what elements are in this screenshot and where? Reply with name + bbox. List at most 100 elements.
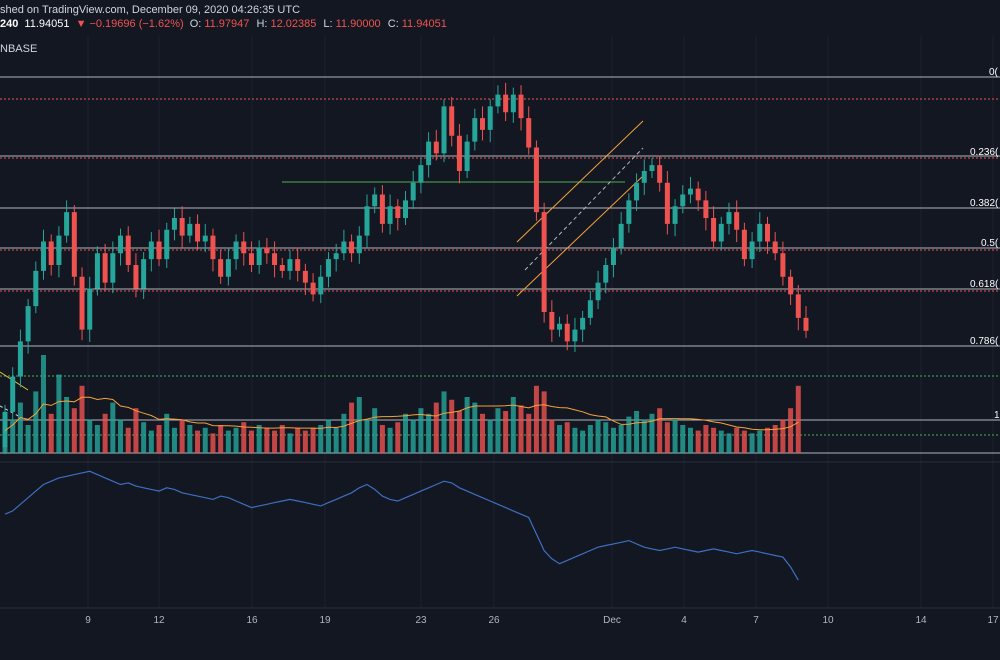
volume-bar [795,385,801,453]
candle-body [87,288,93,330]
channel-upper-line[interactable] [516,120,644,243]
candle-body [757,223,763,242]
x-tick-label: Dec [603,615,621,626]
volume-bar [503,411,509,453]
candle-body [687,188,693,195]
volume-bar [64,397,70,453]
x-tick-label: 9 [85,615,91,626]
volume-bar [718,430,724,453]
volume-bar [87,419,93,453]
time-axis[interactable]: 9 12 16 19 23 26 Dec 4 7 10 14 17 [85,615,999,626]
volume-bar [510,397,516,453]
volume-bar [557,425,563,453]
volume-bar [687,427,693,453]
channel-lower-line[interactable] [516,175,644,297]
fib-label-0382: 0.382( [970,198,999,209]
volume-bar [549,419,555,453]
volume-bar [772,425,778,453]
volume-bar [94,425,100,453]
low-value: 11.90000 [335,18,381,30]
timeframe-label[interactable]: 240 [0,18,19,30]
volume-bar [464,397,470,453]
fib-label-0618: 0.618( [970,279,999,290]
volume-bar [164,413,170,453]
candle-body [649,165,655,171]
candle-body [456,135,462,171]
published-text: shed on TradingView.com, December 09, 20… [0,4,301,16]
volume-bar [33,391,39,453]
volume-bar [71,408,77,453]
exchange-label: NBASE [0,43,38,55]
volume-bar [518,405,524,453]
fibonacci-retracement[interactable]: 0( 0.236( 0.382( 0.5( 0.618( 0.786( 1 [0,67,1000,454]
volume-bar [195,430,201,453]
candle-body [634,182,640,201]
volume-bar [287,433,293,453]
candle-body [171,218,177,230]
candle-body [695,188,701,201]
volume-bar [56,374,62,453]
volume-bar [680,425,686,453]
volume-bar [664,422,670,453]
candle-body [64,212,70,236]
change-arrow-icon: ▼ [75,18,87,30]
candle-body [803,317,809,331]
volume-bar [480,413,486,453]
volume-bar [202,427,208,453]
chart-header: shed on TradingView.com, December 09, 20… [0,0,1000,36]
candle-body [795,294,801,318]
volume-bar [133,408,139,453]
candle-body [580,317,586,330]
volume-bar [734,427,740,453]
candle-body [279,265,285,271]
x-tick-label: 16 [246,615,258,626]
close-value: 11.94051 [401,18,447,30]
volume-bar [341,413,347,453]
fib-label-0786: 0.786( [970,336,999,347]
volume-bar [649,413,655,453]
volume-bar [179,419,185,453]
volume-bar [711,427,717,453]
candle-body [133,265,139,289]
volume-bar [587,425,593,453]
fib-label-0236: 0.236( [970,147,999,158]
volume-bar [626,416,632,453]
candle-body [287,259,293,271]
last-price: 11.94051 [24,18,70,30]
candle-body [41,241,47,271]
candle-body [403,200,408,218]
fib-label-1: 1 [994,410,1000,421]
candle-body [364,206,370,236]
volume-bar [248,430,254,453]
volume-bar [272,430,278,453]
volume-bar [218,425,224,453]
candle-body [734,212,740,230]
candle-body [749,241,755,260]
candle-body [187,223,193,236]
candle-body [741,229,747,260]
candle-body [772,241,778,254]
candle-body [118,235,124,254]
volume-bar [618,425,624,453]
candle-body [418,165,424,183]
volume-bar [610,427,616,453]
volume-bar [364,419,370,453]
volume-bar [302,430,308,453]
candle-body [102,253,108,283]
candle-body [680,194,686,207]
volume-bar [48,413,54,453]
volume-bar [264,427,270,453]
candle-body [17,341,23,377]
candle-body [595,282,601,301]
candle-body [10,376,16,412]
candle-body [618,223,624,248]
volume-bar [603,422,609,453]
volume-bar [764,427,770,453]
x-tick-label: 26 [488,615,500,626]
candle-body [510,94,516,113]
candle-body [610,247,616,265]
candle-body [549,312,555,330]
candle-body [711,218,717,242]
volume-bar [256,425,262,453]
